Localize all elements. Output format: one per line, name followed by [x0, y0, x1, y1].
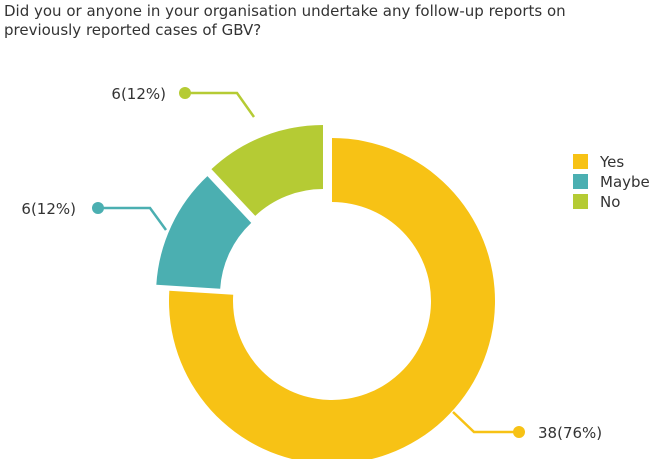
legend-swatch-no [573, 194, 588, 209]
slice-no [211, 125, 323, 216]
legend-swatch-maybe [573, 174, 588, 189]
legend-label-no: No [600, 193, 620, 211]
data-label-no: 6(12%) [111, 85, 166, 103]
leader-dot-yes [513, 426, 525, 438]
chart-title: Did you or anyone in your organisation u… [4, 2, 566, 39]
data-label-yes: 38(76%) [538, 424, 602, 442]
slice-yes [169, 138, 495, 459]
leader-line-no [185, 91, 256, 118]
label-leaders: 38(76%) 6(12%) 6(12%) [21, 85, 602, 442]
slice-maybe [156, 176, 252, 289]
leader-dot-no [179, 87, 191, 99]
data-label-maybe: 6(12%) [21, 200, 76, 218]
chart-slices [156, 125, 495, 459]
legend-label-yes: Yes [599, 153, 624, 171]
leader-dot-maybe [92, 202, 104, 214]
leader-line-maybe [98, 206, 168, 231]
legend-swatch-yes [573, 154, 588, 169]
leader-line-yes [452, 411, 519, 434]
chart-legend: Yes Maybe No [573, 153, 650, 211]
legend-label-maybe: Maybe [600, 173, 650, 191]
